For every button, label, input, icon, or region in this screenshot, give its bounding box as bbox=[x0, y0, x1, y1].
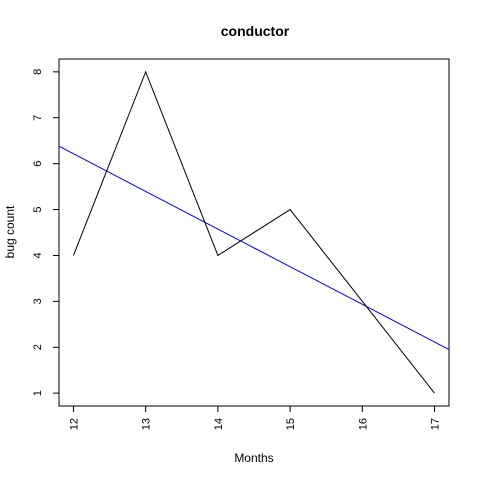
x-tick-label: 14 bbox=[213, 418, 225, 430]
y-axis: 1 2 3 4 5 6 7 8 bbox=[32, 69, 59, 396]
x-axis-label: Months bbox=[234, 451, 273, 465]
x-tick-label: 15 bbox=[285, 418, 297, 430]
series-line bbox=[72, 70, 435, 394]
y-tick-label: 5 bbox=[32, 206, 44, 212]
plot-frame bbox=[58, 58, 450, 407]
trend-line bbox=[58, 145, 450, 350]
y-axis-label: bug count bbox=[3, 205, 17, 258]
series-layer bbox=[58, 70, 450, 394]
x-tick-label: 16 bbox=[357, 418, 369, 430]
y-tick-label: 8 bbox=[32, 69, 44, 75]
x-tick-label: 13 bbox=[141, 418, 153, 430]
chart-title: conductor bbox=[221, 23, 290, 39]
x-tick-label: 17 bbox=[430, 418, 442, 430]
y-tick-label: 2 bbox=[32, 344, 44, 350]
y-tick-label: 3 bbox=[32, 298, 44, 304]
y-tick-label: 1 bbox=[32, 390, 44, 396]
x-axis: 12 13 14 15 16 17 bbox=[68, 406, 442, 430]
x-tick-label: 12 bbox=[68, 418, 80, 430]
y-tick-label: 6 bbox=[32, 161, 44, 167]
y-tick-label: 4 bbox=[32, 252, 44, 258]
y-tick-label: 7 bbox=[32, 115, 44, 121]
